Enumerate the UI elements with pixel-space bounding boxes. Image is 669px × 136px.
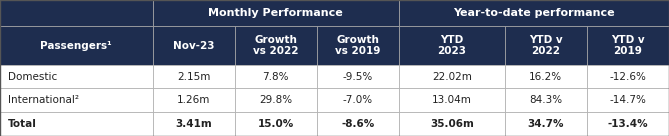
- Text: Growth
vs 2019: Growth vs 2019: [335, 35, 381, 56]
- Text: 22.02m: 22.02m: [432, 72, 472, 82]
- Bar: [0, 65, 153, 88]
- Bar: [153, 0, 399, 26]
- Text: 13.04m: 13.04m: [432, 95, 472, 105]
- Text: 29.8%: 29.8%: [260, 95, 292, 105]
- Bar: [235, 88, 317, 112]
- Text: YTD
2023: YTD 2023: [438, 35, 466, 56]
- Bar: [153, 88, 235, 112]
- Bar: [235, 26, 317, 65]
- Text: -7.0%: -7.0%: [343, 95, 373, 105]
- Text: 3.41m: 3.41m: [175, 119, 212, 129]
- Bar: [0, 0, 153, 26]
- Bar: [504, 112, 587, 136]
- Text: 7.8%: 7.8%: [262, 72, 289, 82]
- Bar: [0, 26, 153, 65]
- Bar: [317, 88, 399, 112]
- Text: Year-to-date performance: Year-to-date performance: [453, 8, 615, 18]
- Bar: [399, 0, 669, 26]
- Bar: [0, 88, 153, 112]
- Bar: [317, 26, 399, 65]
- Text: Passengers¹: Passengers¹: [41, 41, 112, 51]
- Bar: [587, 26, 669, 65]
- Bar: [153, 65, 235, 88]
- Text: YTD v
2019: YTD v 2019: [611, 35, 645, 56]
- Text: Monthly Performance: Monthly Performance: [209, 8, 343, 18]
- Text: -13.4%: -13.4%: [607, 119, 648, 129]
- Text: Nov-23: Nov-23: [173, 41, 214, 51]
- Text: -14.7%: -14.7%: [609, 95, 646, 105]
- Text: -8.6%: -8.6%: [341, 119, 375, 129]
- Bar: [399, 112, 504, 136]
- Bar: [399, 88, 504, 112]
- Bar: [317, 112, 399, 136]
- Text: 2.15m: 2.15m: [177, 72, 210, 82]
- Text: 35.06m: 35.06m: [430, 119, 474, 129]
- Bar: [235, 112, 317, 136]
- Text: 15.0%: 15.0%: [258, 119, 294, 129]
- Bar: [399, 26, 504, 65]
- Text: YTD v
2022: YTD v 2022: [529, 35, 563, 56]
- Text: 16.2%: 16.2%: [529, 72, 563, 82]
- Bar: [317, 65, 399, 88]
- Text: 1.26m: 1.26m: [177, 95, 210, 105]
- Bar: [153, 112, 235, 136]
- Bar: [235, 65, 317, 88]
- Text: Domestic: Domestic: [8, 72, 58, 82]
- Bar: [587, 88, 669, 112]
- Bar: [504, 88, 587, 112]
- Bar: [153, 26, 235, 65]
- Text: International²: International²: [8, 95, 79, 105]
- Text: Growth
vs 2022: Growth vs 2022: [253, 35, 298, 56]
- Bar: [587, 65, 669, 88]
- Bar: [399, 65, 504, 88]
- Bar: [504, 26, 587, 65]
- Bar: [504, 65, 587, 88]
- Text: 84.3%: 84.3%: [529, 95, 563, 105]
- Bar: [0, 112, 153, 136]
- Text: Total: Total: [8, 119, 37, 129]
- Bar: [587, 112, 669, 136]
- Text: -9.5%: -9.5%: [343, 72, 373, 82]
- Text: 34.7%: 34.7%: [528, 119, 564, 129]
- Text: -12.6%: -12.6%: [609, 72, 646, 82]
